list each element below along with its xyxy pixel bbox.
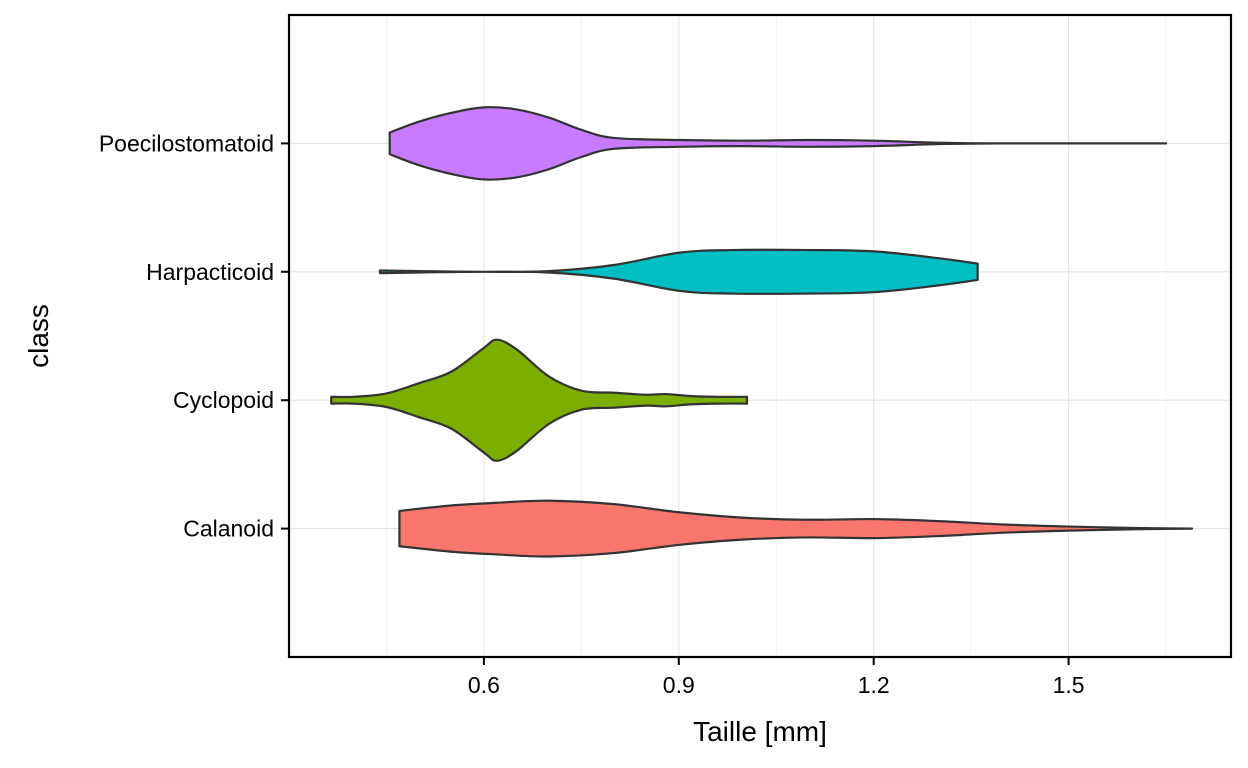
y-tick-label: Harpacticoid: [146, 259, 274, 285]
y-tick-label: Poecilostomatoid: [99, 130, 274, 156]
y-axis-title: class: [23, 304, 54, 368]
axis-ticks: Calanoid Cyclopoid Harpacticoid Poecilostom…: [99, 130, 1085, 698]
x-tick-label: 0.9: [663, 672, 695, 698]
violin-poecilostomatoid: [388, 106, 1168, 181]
y-tick-label: Cyclopoid: [173, 387, 274, 413]
violin-harpacticoid: [378, 248, 979, 295]
x-tick-label: 1.2: [858, 672, 890, 698]
violin-calanoid: [398, 499, 1194, 558]
violin-cyclopoid: [330, 338, 749, 462]
plot-panel-border: [287, 13, 1233, 659]
x-tick-label: 1.5: [1053, 672, 1085, 698]
x-tick-label: 0.6: [468, 672, 500, 698]
y-tick-label: Calanoid: [183, 516, 274, 542]
x-axis-title: Taille [mm]: [693, 716, 827, 747]
violins: [330, 106, 1194, 558]
